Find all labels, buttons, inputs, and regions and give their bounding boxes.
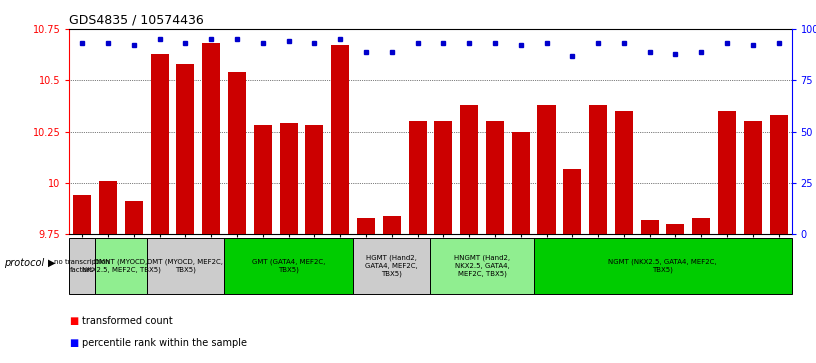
Bar xyxy=(254,126,272,234)
Bar xyxy=(176,64,194,234)
Bar xyxy=(460,105,478,234)
Bar xyxy=(147,238,224,294)
Text: DMT (MYOCD, MEF2C,
TBX5): DMT (MYOCD, MEF2C, TBX5) xyxy=(148,259,224,273)
Bar xyxy=(614,111,633,234)
Bar xyxy=(305,126,323,234)
Text: ■: ■ xyxy=(69,316,78,326)
Bar xyxy=(151,54,169,234)
Text: HNGMT (Hand2,
NKX2.5, GATA4,
MEF2C, TBX5): HNGMT (Hand2, NKX2.5, GATA4, MEF2C, TBX5… xyxy=(454,255,510,277)
Text: ■: ■ xyxy=(69,338,78,348)
Text: protocol: protocol xyxy=(4,258,44,268)
Bar xyxy=(95,238,147,294)
Bar xyxy=(667,224,685,234)
Bar xyxy=(224,238,353,294)
Bar xyxy=(641,220,659,234)
Bar xyxy=(125,201,143,234)
Text: transformed count: transformed count xyxy=(82,316,172,326)
Bar xyxy=(434,121,452,234)
Bar xyxy=(228,72,246,234)
Bar xyxy=(202,44,220,234)
Bar xyxy=(331,45,349,234)
Bar xyxy=(538,105,556,234)
Text: percentile rank within the sample: percentile rank within the sample xyxy=(82,338,246,348)
Text: HGMT (Hand2,
GATA4, MEF2C,
TBX5): HGMT (Hand2, GATA4, MEF2C, TBX5) xyxy=(366,255,418,277)
Text: no transcription
factors: no transcription factors xyxy=(55,259,110,273)
Bar xyxy=(357,218,375,234)
Bar xyxy=(744,121,762,234)
Bar xyxy=(692,218,710,234)
Bar xyxy=(431,238,534,294)
Text: NGMT (NKX2.5, GATA4, MEF2C,
TBX5): NGMT (NKX2.5, GATA4, MEF2C, TBX5) xyxy=(608,259,717,273)
Bar xyxy=(486,121,504,234)
Bar xyxy=(563,168,581,234)
Bar xyxy=(99,181,117,234)
Bar xyxy=(769,115,787,234)
Bar xyxy=(353,238,430,294)
Bar xyxy=(383,216,401,234)
Text: GMT (GATA4, MEF2C,
TBX5): GMT (GATA4, MEF2C, TBX5) xyxy=(252,259,326,273)
Bar xyxy=(280,123,298,234)
Bar xyxy=(69,238,95,294)
Text: GDS4835 / 10574436: GDS4835 / 10574436 xyxy=(69,13,204,26)
Bar xyxy=(409,121,427,234)
Bar xyxy=(534,238,792,294)
Bar xyxy=(589,105,607,234)
Bar xyxy=(718,111,736,234)
Bar xyxy=(73,195,91,234)
Text: ▶: ▶ xyxy=(48,258,55,268)
Text: DMNT (MYOCD,
NKX2.5, MEF2C, TBX5): DMNT (MYOCD, NKX2.5, MEF2C, TBX5) xyxy=(82,259,161,273)
Bar xyxy=(512,131,530,234)
